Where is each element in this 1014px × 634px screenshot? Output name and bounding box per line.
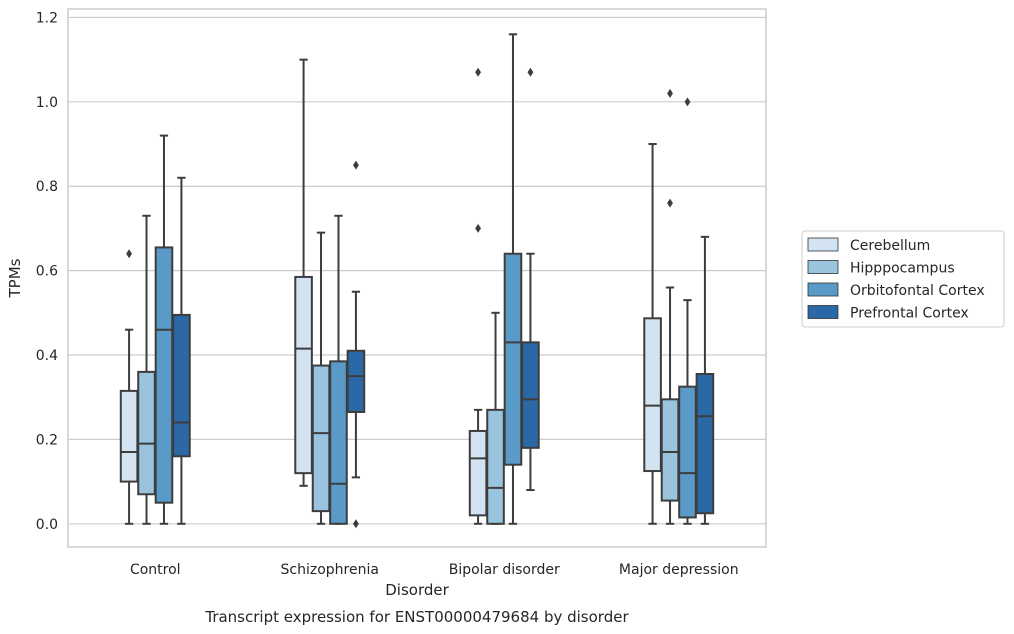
x-axis-label: Disorder <box>385 581 449 599</box>
iqr-box <box>311 364 331 513</box>
legend-swatch <box>807 260 839 274</box>
x-tick-label: Major depression <box>619 562 739 578</box>
box <box>172 176 191 525</box>
iqr-box <box>329 360 348 525</box>
iqr-box <box>643 317 662 473</box>
box <box>678 97 697 525</box>
legend: Cerebellum Hipppocampus Orbitofontal Corte… <box>801 230 1005 328</box>
outlier-point <box>667 198 673 208</box>
box <box>329 214 348 525</box>
iqr-box <box>119 389 139 483</box>
legend-label: Prefrontal Cortex <box>850 306 969 322</box>
box <box>294 58 313 487</box>
iqr-box <box>154 246 174 504</box>
box <box>119 249 139 525</box>
legend-label: Cerebellum <box>850 238 930 254</box>
legend-swatch <box>807 305 839 319</box>
outlier-point <box>353 160 359 170</box>
y-tick-label: 0.0 <box>36 517 58 533</box>
outlier-point <box>475 67 481 77</box>
legend-label: Orbitofontal Cortex <box>850 283 985 299</box>
box <box>468 67 488 525</box>
iqr-box <box>468 429 488 517</box>
iqr-box <box>695 372 715 515</box>
y-tick-label: 0.8 <box>36 179 58 195</box>
y-axis-label: TPMs <box>6 258 24 298</box>
y-tick-label: 1.0 <box>36 95 58 111</box>
outlier-point <box>667 88 673 98</box>
box <box>695 235 715 525</box>
outlier-point <box>353 519 359 529</box>
box <box>643 143 662 525</box>
y-tick-label: 0.4 <box>36 348 58 364</box>
iqr-box <box>486 408 505 525</box>
iqr-box <box>503 252 523 466</box>
y-tick-label: 0.6 <box>36 264 58 280</box>
y-tick-label: 1.2 <box>36 10 58 26</box>
figure-caption: Transcript expression for ENST0000047968… <box>204 608 629 626</box>
box-group <box>119 134 191 525</box>
legend-frame <box>801 230 1005 328</box>
iqr-box <box>137 370 156 496</box>
legend-swatch <box>807 237 839 252</box>
legend-label: Hipppocampus <box>850 261 955 277</box>
iqr-box <box>172 313 191 458</box>
y-tick-label: 0.2 <box>36 432 58 448</box>
y-axis-ticks: 0.0 0.2 0.4 0.6 0.8 1.0 1.2 <box>36 10 58 532</box>
box-group <box>643 88 715 525</box>
box <box>346 160 366 529</box>
iqr-box <box>521 341 540 449</box>
x-tick-label: Control <box>130 562 181 578</box>
outlier-point <box>126 249 132 259</box>
box-group <box>294 58 366 529</box>
outlier-point <box>527 67 534 77</box>
iqr-box <box>294 275 313 475</box>
outlier-point <box>475 223 481 233</box>
iqr-box <box>678 385 697 519</box>
outlier-point <box>684 97 691 107</box>
box <box>486 311 505 525</box>
box <box>521 67 540 492</box>
x-tick-label: Schizophrenia <box>281 562 379 578</box>
iqr-box <box>660 398 680 502</box>
iqr-box <box>346 349 366 413</box>
box <box>660 88 680 525</box>
plot-frame <box>67 8 767 548</box>
box-group <box>468 33 540 525</box>
legend-swatch <box>807 282 839 297</box>
x-tick-label: Bipolar disorder <box>449 562 560 578</box>
box-groups <box>119 33 715 529</box>
x-axis-ticks: Control Schizophrenia Bipolar disorder Majo… <box>130 562 739 578</box>
